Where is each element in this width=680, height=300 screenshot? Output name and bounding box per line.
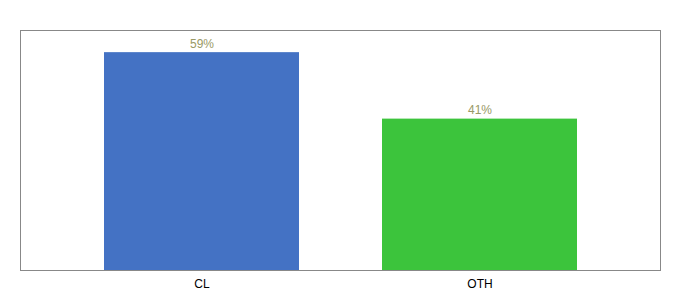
- svg-text:CL: CL: [194, 277, 210, 291]
- svg-text:OTH: OTH: [467, 277, 492, 291]
- svg-text:59%: 59%: [190, 37, 214, 51]
- svg-text:41%: 41%: [468, 103, 492, 117]
